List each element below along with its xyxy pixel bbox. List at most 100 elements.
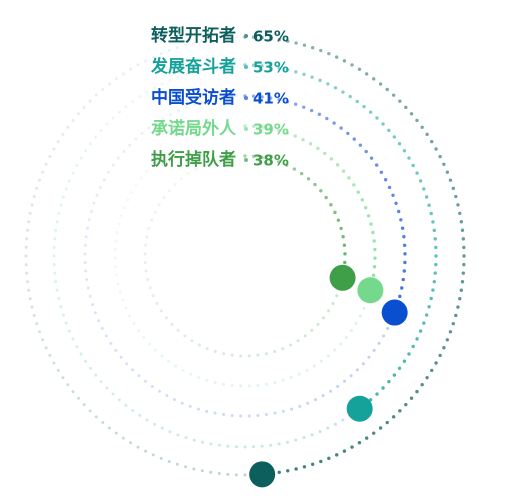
ring-dot [277,97,281,102]
ring-dot [75,345,79,349]
ring-dot [52,263,56,267]
series-marks [249,264,408,488]
ring-dot [52,245,56,249]
ring-dot [138,95,142,99]
ring-dot [462,245,466,250]
ring-dot [226,472,230,476]
ring-dot [402,243,407,247]
ring-dot [226,125,230,129]
ring-dot [92,201,96,205]
ring-dot [386,326,390,330]
ring-dot [411,344,415,349]
ring-dot [269,443,273,447]
ring-dot [277,128,281,133]
ring-dot [434,245,438,250]
ring-dot [367,355,371,359]
ring-dot [260,35,264,40]
ring-dot [400,226,405,230]
ring-dot [102,178,106,182]
data-label: 38% [253,152,289,170]
ring-dot [157,203,161,207]
ring-dot [152,422,156,426]
ring-dot [364,436,369,440]
ring-dot [27,288,31,292]
ring-dot [378,426,383,430]
ring-dot [144,449,148,453]
ring-dot [67,179,71,183]
ring-dot [24,263,28,267]
ring-dot [107,82,111,86]
ring-dot [299,171,304,176]
ring-dot [82,403,86,407]
ring-dot [230,353,234,357]
ring-dot [371,230,375,235]
ring-dot [99,128,103,132]
ring-dot [442,345,446,350]
series-end-marker [357,277,384,304]
ring-dot [234,473,238,477]
ring-dot [86,286,90,290]
ring-dot [99,380,103,384]
ring-dot [121,72,125,76]
ring-dot [59,305,63,309]
ring-dot [196,407,200,411]
ring-dot [310,46,315,50]
ring-dot [66,383,70,387]
ring-dot [434,254,438,258]
ring-dot [445,170,450,174]
ring-dot [407,156,411,160]
ring-dot [268,65,273,69]
ring-dot [55,220,59,224]
ring-dot [190,339,194,343]
ring-dot [84,359,88,363]
ring-dot [333,210,337,215]
ring-dot [415,118,419,123]
ring-dot [409,112,414,116]
ring-dot [192,41,196,45]
ring-dot [403,252,407,256]
ring-dot [134,137,138,141]
ring-dot [305,368,309,372]
ring-dot [176,433,180,437]
ring-dot [115,230,119,234]
legend-dot [244,65,248,69]
ring-dot [401,277,405,282]
ring-dot [411,163,415,168]
ring-dot [83,260,87,264]
ring-dot [429,296,433,301]
ring-dot [95,193,99,197]
ring-dot [335,294,339,298]
ring-dot [294,467,298,471]
ring-dot [281,347,285,351]
ring-dot [456,305,460,309]
ring-dot [312,364,316,368]
ring-dot [153,210,157,214]
ring-dot [322,316,326,320]
ring-dot [343,379,347,383]
ring-track [24,35,466,477]
series-end-marker [329,264,356,291]
ring-dot [296,339,300,343]
ring-dot [402,359,407,363]
ring-dot [341,418,345,422]
ring-dot [222,382,226,386]
ring-dot [30,203,34,207]
ring-dot [121,436,125,440]
ring-dot [398,409,402,413]
ring-dot [124,306,128,310]
ring-dot [362,104,366,109]
ring-dot [392,135,397,139]
ring-dot [129,67,133,71]
ring-dot [400,286,404,290]
ring-dot [356,190,360,194]
ring-dot [201,68,204,72]
ring-dot [354,321,358,325]
ring-dot [152,86,156,90]
ring-dot [398,294,402,299]
ring-dot [192,467,196,471]
ring-dot [209,98,213,102]
ring-dot [293,102,298,106]
ring-dot [358,314,362,318]
ring-dot [459,288,463,292]
ring-dot [125,362,129,366]
